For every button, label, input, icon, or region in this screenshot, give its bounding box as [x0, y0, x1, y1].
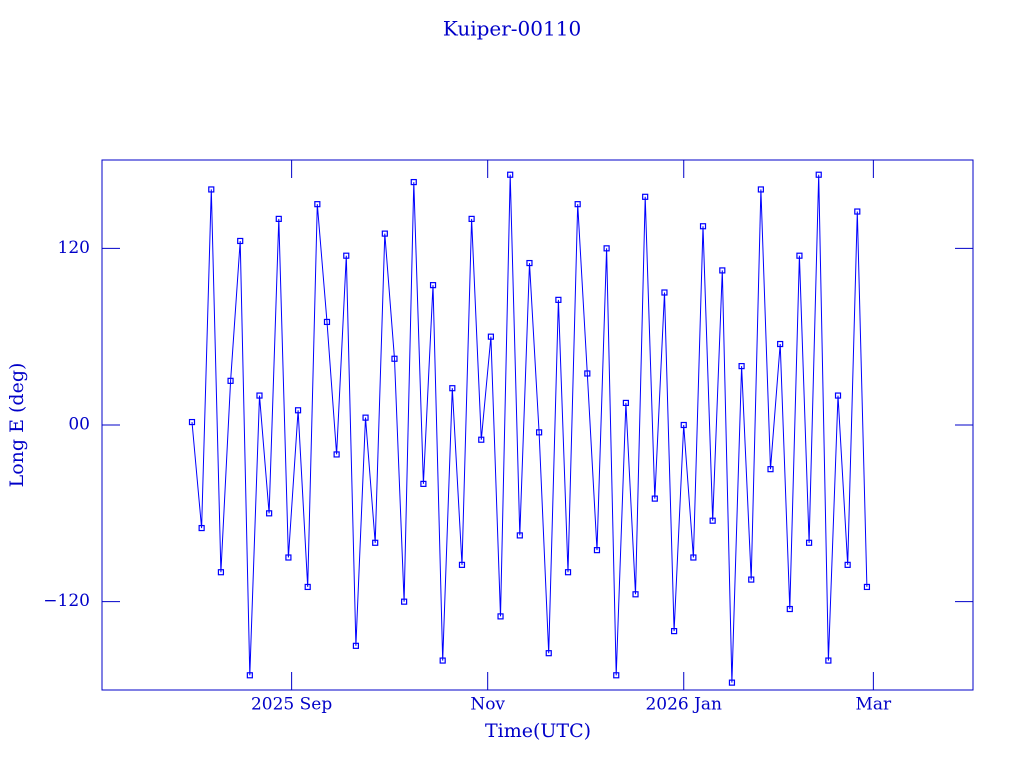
data-point — [748, 576, 755, 583]
plot-frame — [101, 159, 974, 691]
data-point — [555, 296, 562, 303]
y-tick-label: 00 — [68, 415, 90, 435]
data-point — [420, 480, 427, 487]
data-point — [603, 245, 610, 252]
data-point — [815, 171, 822, 178]
data-point — [863, 583, 871, 591]
x-tick-label: Mar — [856, 695, 893, 715]
x-tick-label: Nov — [470, 695, 505, 715]
data-point — [401, 598, 408, 605]
data-point — [343, 252, 350, 259]
x-tick-label: 2026 Jan — [645, 695, 722, 715]
data-point — [372, 539, 379, 546]
data-point — [670, 628, 678, 635]
data-point — [381, 230, 388, 237]
data-point — [738, 363, 745, 370]
data-point — [651, 495, 658, 502]
data-point — [680, 421, 687, 429]
data-point — [208, 186, 215, 193]
data-point — [352, 642, 360, 649]
data-point — [410, 178, 417, 186]
data-point — [217, 569, 225, 576]
data-point — [854, 208, 861, 215]
data-point — [690, 554, 697, 561]
data-point — [767, 466, 774, 473]
data-point — [825, 657, 832, 664]
data-point — [516, 532, 523, 539]
data-point — [285, 554, 292, 561]
data-point — [478, 436, 485, 443]
data-point — [699, 223, 707, 230]
data-point — [468, 215, 475, 222]
data-point — [237, 237, 244, 245]
x-axis-label: Time(UTC) — [485, 720, 591, 742]
data-point — [198, 524, 205, 532]
chart-title: Kuiper-00110 — [443, 17, 581, 41]
data-point — [632, 591, 639, 598]
data-point — [719, 267, 726, 274]
data-point — [275, 215, 282, 222]
data-point — [642, 193, 649, 200]
data-point — [613, 672, 620, 679]
data-point — [362, 414, 369, 421]
data-point — [564, 569, 572, 576]
data-point — [256, 392, 263, 399]
y-tick-label: −120 — [43, 591, 90, 611]
data-point — [805, 539, 813, 546]
data-point — [314, 201, 321, 208]
data-point — [246, 672, 253, 679]
data-point — [323, 318, 331, 326]
data-point — [593, 547, 601, 554]
data-point — [777, 340, 784, 348]
data-point — [545, 650, 552, 657]
data-point — [333, 451, 340, 458]
data-point — [574, 201, 581, 208]
data-point — [497, 613, 504, 620]
data-point — [622, 399, 629, 407]
data-point — [728, 679, 736, 686]
data-point — [487, 333, 494, 340]
data-point — [536, 429, 543, 436]
data-point — [188, 418, 196, 426]
data-point — [429, 282, 437, 289]
data-point — [304, 583, 311, 591]
data-line — [191, 174, 868, 683]
data-point — [439, 657, 446, 664]
data-point — [391, 355, 398, 362]
y-axis-label: Long E (deg) — [6, 363, 28, 488]
data-point — [844, 561, 851, 568]
data-point — [796, 252, 803, 259]
data-point — [294, 407, 302, 414]
data-point — [507, 171, 514, 178]
data-point — [526, 259, 533, 267]
data-point — [227, 377, 234, 384]
data-point — [449, 385, 456, 392]
data-point — [709, 517, 716, 524]
data-point — [661, 289, 668, 296]
data-point — [786, 605, 793, 613]
data-point — [584, 370, 591, 377]
data-point — [834, 392, 842, 399]
data-point — [757, 186, 764, 193]
y-tick-label: 120 — [58, 238, 90, 258]
data-point — [266, 510, 273, 517]
data-point — [458, 561, 466, 568]
x-tick-label: 2025 Sep — [251, 695, 332, 715]
